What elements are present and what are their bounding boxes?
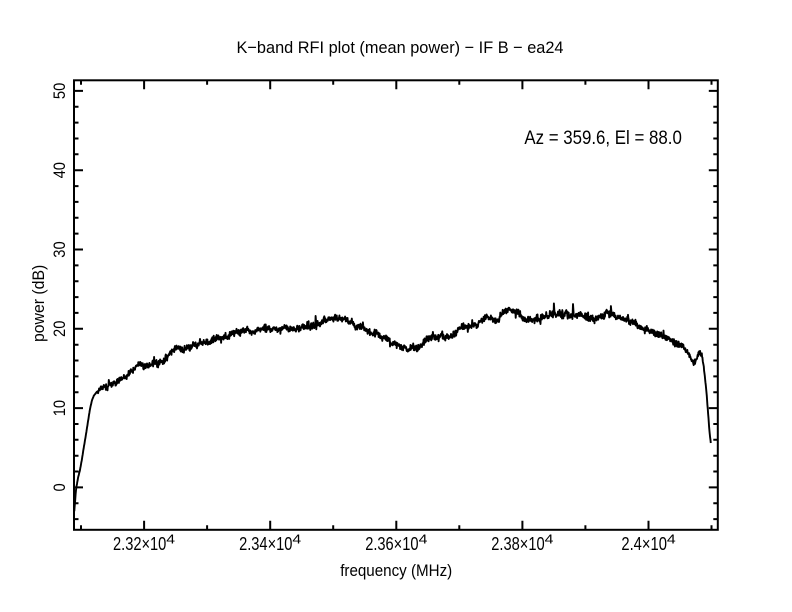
svg-text:50: 50 <box>50 83 69 99</box>
svg-text:4: 4 <box>292 532 301 547</box>
svg-text:2.34×10: 2.34×10 <box>239 534 292 554</box>
svg-text:4: 4 <box>419 532 428 547</box>
svg-text:2.4×10: 2.4×10 <box>621 534 667 554</box>
svg-text:2.36×10: 2.36×10 <box>365 534 418 554</box>
svg-text:10: 10 <box>50 400 69 416</box>
svg-text:2.38×10: 2.38×10 <box>491 534 544 554</box>
svg-text:4: 4 <box>166 532 175 547</box>
svg-text:power (dB): power (dB) <box>29 265 48 342</box>
svg-text:40: 40 <box>50 162 69 178</box>
svg-text:4: 4 <box>545 532 554 547</box>
svg-text:0: 0 <box>50 483 69 491</box>
svg-text:4: 4 <box>667 532 676 547</box>
svg-text:30: 30 <box>50 241 69 257</box>
svg-text:frequency (MHz): frequency (MHz) <box>340 561 452 580</box>
svg-text:2.32×10: 2.32×10 <box>113 534 166 554</box>
svg-text:Az = 359.6, El = 88.0: Az = 359.6, El = 88.0 <box>524 127 682 149</box>
svg-text:K−band RFI plot (mean power) −: K−band RFI plot (mean power) − IF B − ea… <box>237 38 564 57</box>
svg-text:20: 20 <box>50 321 69 337</box>
